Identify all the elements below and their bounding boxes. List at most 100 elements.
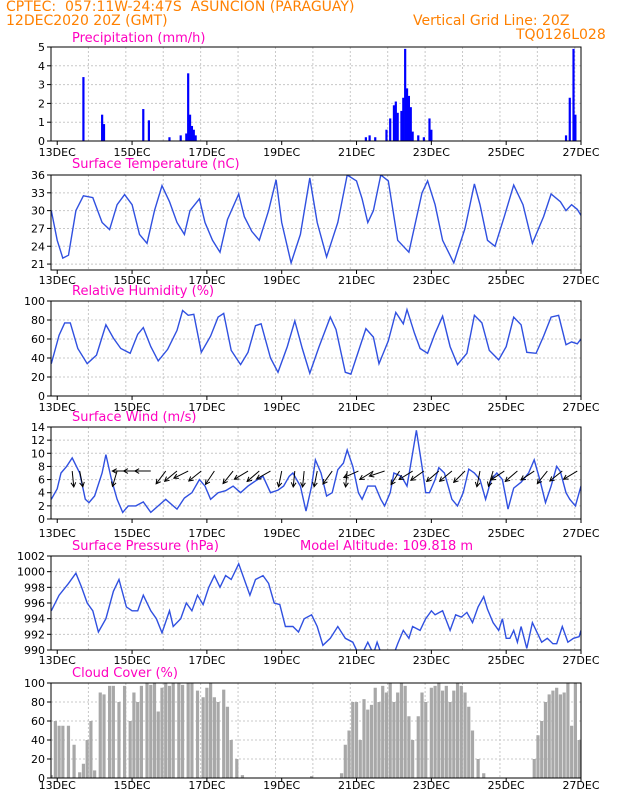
y-tick-label: 0 (38, 772, 45, 785)
y-tick-label: 30 (31, 205, 45, 218)
precip-bar (82, 77, 85, 141)
y-tick-label: 36 (31, 169, 45, 182)
wind-arrow-head (474, 481, 481, 488)
cloud-bar (547, 694, 551, 778)
y-tick-label: 4 (38, 487, 45, 500)
wind-arrow (504, 470, 518, 482)
cloud-bar (111, 685, 115, 778)
cloud-bar (396, 692, 400, 778)
wind-arrow (188, 470, 202, 482)
wind-arrow (520, 470, 535, 481)
precip-bar (400, 110, 403, 141)
cloud-bar (429, 687, 433, 778)
cloud-bar (89, 721, 93, 778)
x-tick-label: 27DEC (562, 654, 599, 667)
panel-3 (47, 426, 582, 523)
cloud-bar (186, 683, 190, 778)
x-tick-label: 15DEC (114, 401, 151, 414)
wind-arrow-head (322, 479, 328, 485)
x-tick-label: 21DEC (338, 779, 375, 792)
cloud-bar (93, 770, 97, 778)
cloud-bar (351, 702, 355, 778)
cloud-bar (136, 702, 140, 778)
y-tick-label: 0 (38, 390, 45, 403)
x-tick-label: 21DEC (338, 654, 375, 667)
x-tick-label: 13DEC (39, 527, 76, 540)
cloud-bar (53, 721, 57, 778)
y-tick-label: 1000 (17, 566, 45, 579)
wind-arrow-head (490, 475, 497, 481)
wind-arrow-head (548, 476, 555, 482)
wind-arrow-head (300, 482, 306, 488)
panel-5 (47, 682, 582, 782)
cloud-bar (117, 702, 121, 778)
cloud-bar (536, 735, 540, 778)
precip-bar (409, 107, 412, 141)
cloud-bar (433, 685, 437, 778)
cloud-bar (347, 730, 351, 778)
y-tick-label: 990 (24, 644, 45, 657)
y-tick-label: 0 (38, 513, 45, 526)
cloud-bar (57, 725, 61, 778)
cloud-bar (407, 716, 411, 778)
panel-frame (50, 46, 582, 142)
precip-bar (188, 114, 192, 141)
precip-bar (190, 125, 194, 141)
y-tick-label: 2 (38, 97, 45, 110)
y-tick-label: 6 (38, 474, 45, 487)
cloud-bar (411, 740, 415, 778)
y-tick-label: 100 (24, 295, 45, 308)
y-tick-label: 1 (38, 116, 45, 129)
cloud-bar (78, 772, 82, 778)
y-tick-label: 33 (31, 187, 45, 200)
wind-arrow (343, 470, 359, 478)
x-tick-label: 19DEC (263, 146, 300, 159)
run-date: 12DEC2020 20Z (GMT) (6, 13, 168, 29)
cloud-bar (377, 702, 381, 778)
x-tick-label: 19DEC (263, 654, 300, 667)
panel-title: Relative Humidity (%) (72, 284, 214, 299)
wind-arrow (398, 470, 413, 480)
precip-bar (364, 137, 367, 141)
wind-arrow (234, 470, 249, 480)
cloud-bar (122, 685, 127, 778)
wind-arrow-head (122, 468, 129, 474)
y-tick-label: 992 (24, 628, 45, 641)
panel-data (51, 307, 581, 376)
cloud-bar (381, 685, 385, 778)
cloud-bar (171, 683, 175, 778)
x-tick-label: 15DEC (114, 779, 151, 792)
wind-arrow-head (233, 474, 240, 480)
cloud-bar (235, 759, 239, 778)
cloud-bar (476, 759, 480, 778)
panel-2 (47, 300, 582, 400)
y-tick-label: 2 (38, 500, 45, 513)
y-tick-label: 4 (38, 60, 45, 73)
precip-bar (368, 135, 371, 141)
x-tick-label: 25DEC (488, 654, 525, 667)
x-tick-label: 19DEC (263, 274, 300, 287)
wind-arrow-head (246, 476, 253, 483)
wind-arrow (439, 470, 453, 482)
y-tick-label: 0 (38, 135, 45, 148)
precip-bar (389, 118, 392, 141)
cloud-bar (205, 687, 209, 778)
cloud-bar (354, 702, 359, 778)
cloud-bar (310, 776, 314, 778)
cloud-bar (452, 690, 456, 778)
y-tick-label: 21 (31, 258, 45, 271)
wind-arrow (476, 470, 481, 487)
cloud-bar (577, 740, 581, 778)
cloud-bar (551, 690, 555, 778)
wind-arrow (549, 470, 563, 482)
precip-bar (564, 135, 568, 141)
wind-arrow-head (222, 478, 228, 485)
x-tick-label: 23DEC (413, 146, 450, 159)
wind-arrow (426, 470, 440, 482)
y-tick-label: 24 (31, 240, 45, 253)
precip-bar (102, 124, 106, 141)
cloud-bar (201, 697, 205, 778)
y-tick-label: 80 (31, 314, 45, 327)
precip-bar (417, 135, 420, 141)
